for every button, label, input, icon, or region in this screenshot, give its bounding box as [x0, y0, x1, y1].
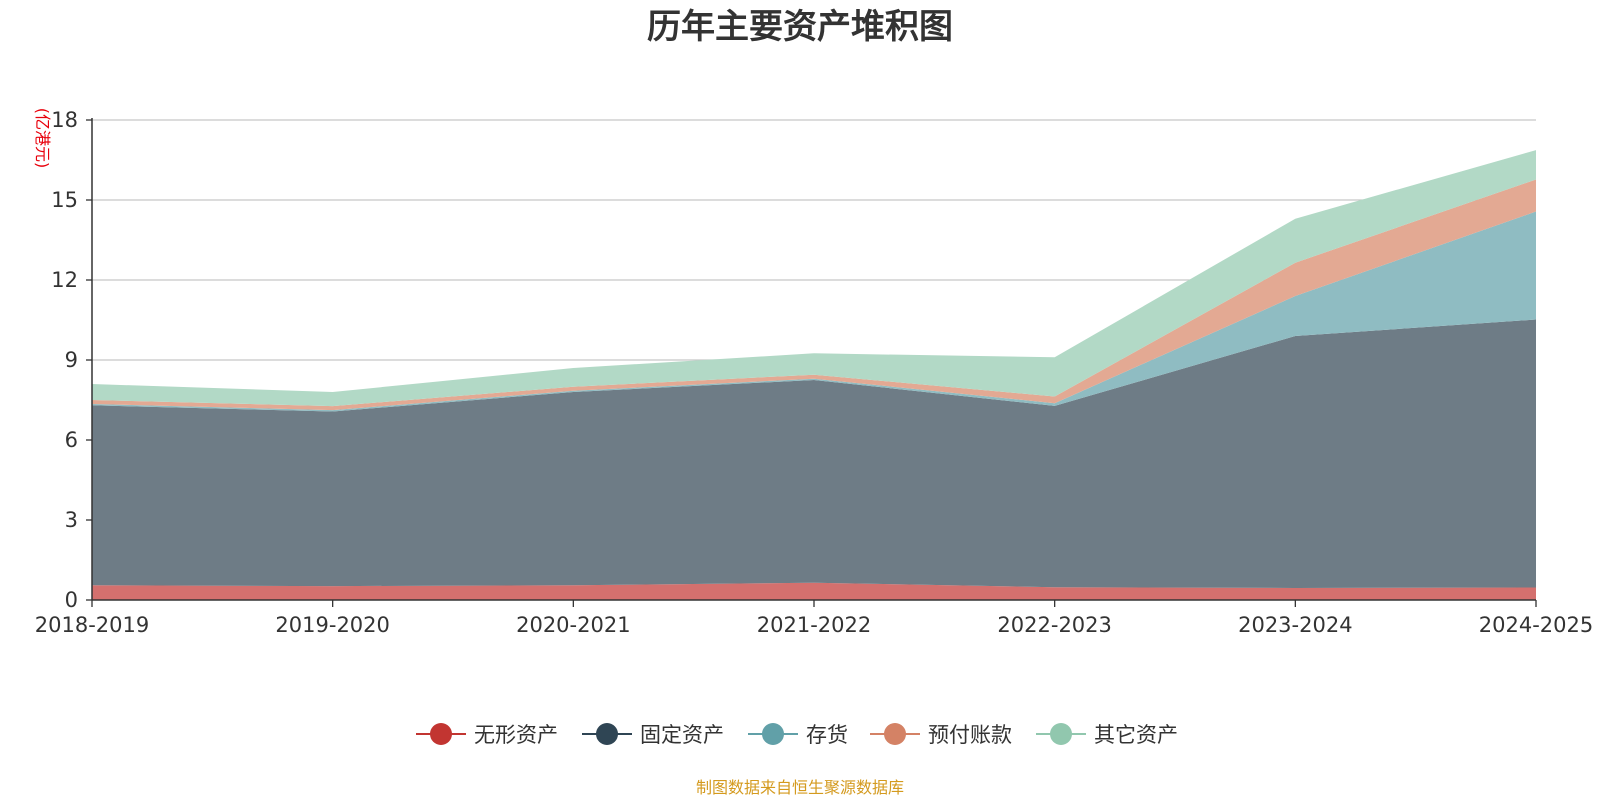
legend-marker-icon: [1050, 723, 1072, 745]
legend-item-3[interactable]: 存货: [748, 723, 848, 747]
data-source-note: 制图数据来自恒生聚源数据库: [696, 778, 904, 797]
x-tick-label: 2020-2021: [516, 613, 630, 637]
legend-item-4[interactable]: 预付账款: [870, 723, 1012, 747]
legend[interactable]: 无形资产 固定资产 存货 预付账款 其它资产: [416, 723, 1178, 747]
legend-marker-icon: [762, 723, 784, 745]
x-tick-label: 2022-2023: [997, 613, 1111, 637]
x-tick-label: 2021-2022: [757, 613, 871, 637]
area-series-2: [92, 319, 1536, 588]
y-tick-label: 6: [65, 428, 78, 452]
legend-label: 固定资产: [640, 723, 724, 747]
y-tick-label: 9: [65, 348, 78, 372]
area-series-5: [92, 150, 1536, 407]
legend-marker-icon: [596, 723, 618, 745]
y-tick-label: 18: [51, 108, 78, 132]
area-series-1: [92, 582, 1536, 600]
area-series-4: [92, 179, 1536, 411]
x-tick-label: 2024-2025: [1479, 613, 1593, 637]
legend-label: 无形资产: [474, 723, 558, 747]
legend-item-5[interactable]: 其它资产: [1036, 723, 1178, 747]
y-axis-unit-label: (亿港元): [33, 108, 52, 169]
legend-label: 其它资产: [1094, 723, 1178, 747]
y-tick-label: 12: [51, 268, 78, 292]
y-tick-label: 3: [65, 508, 78, 532]
legend-marker-icon: [430, 723, 452, 745]
y-tick-label: 15: [51, 188, 78, 212]
legend-label: 存货: [806, 723, 848, 747]
area-series-3: [92, 211, 1536, 412]
legend-marker-icon: [884, 723, 906, 745]
axes: 0 3 6 9 12 15 18 2018-2019 2019-2020 2020-2021 202…: [35, 108, 1593, 637]
legend-item-1[interactable]: 无形资产: [416, 723, 558, 747]
legend-item-2[interactable]: 固定资产: [582, 723, 724, 747]
chart-title: 历年主要资产堆积图: [647, 7, 953, 47]
y-tick-label: 0: [65, 588, 78, 612]
x-tick-label: 2018-2019: [35, 613, 149, 637]
x-tick-label: 2019-2020: [275, 613, 389, 637]
x-tick-label: 2023-2024: [1238, 613, 1352, 637]
legend-label: 预付账款: [928, 723, 1012, 747]
area-series: [92, 150, 1536, 600]
